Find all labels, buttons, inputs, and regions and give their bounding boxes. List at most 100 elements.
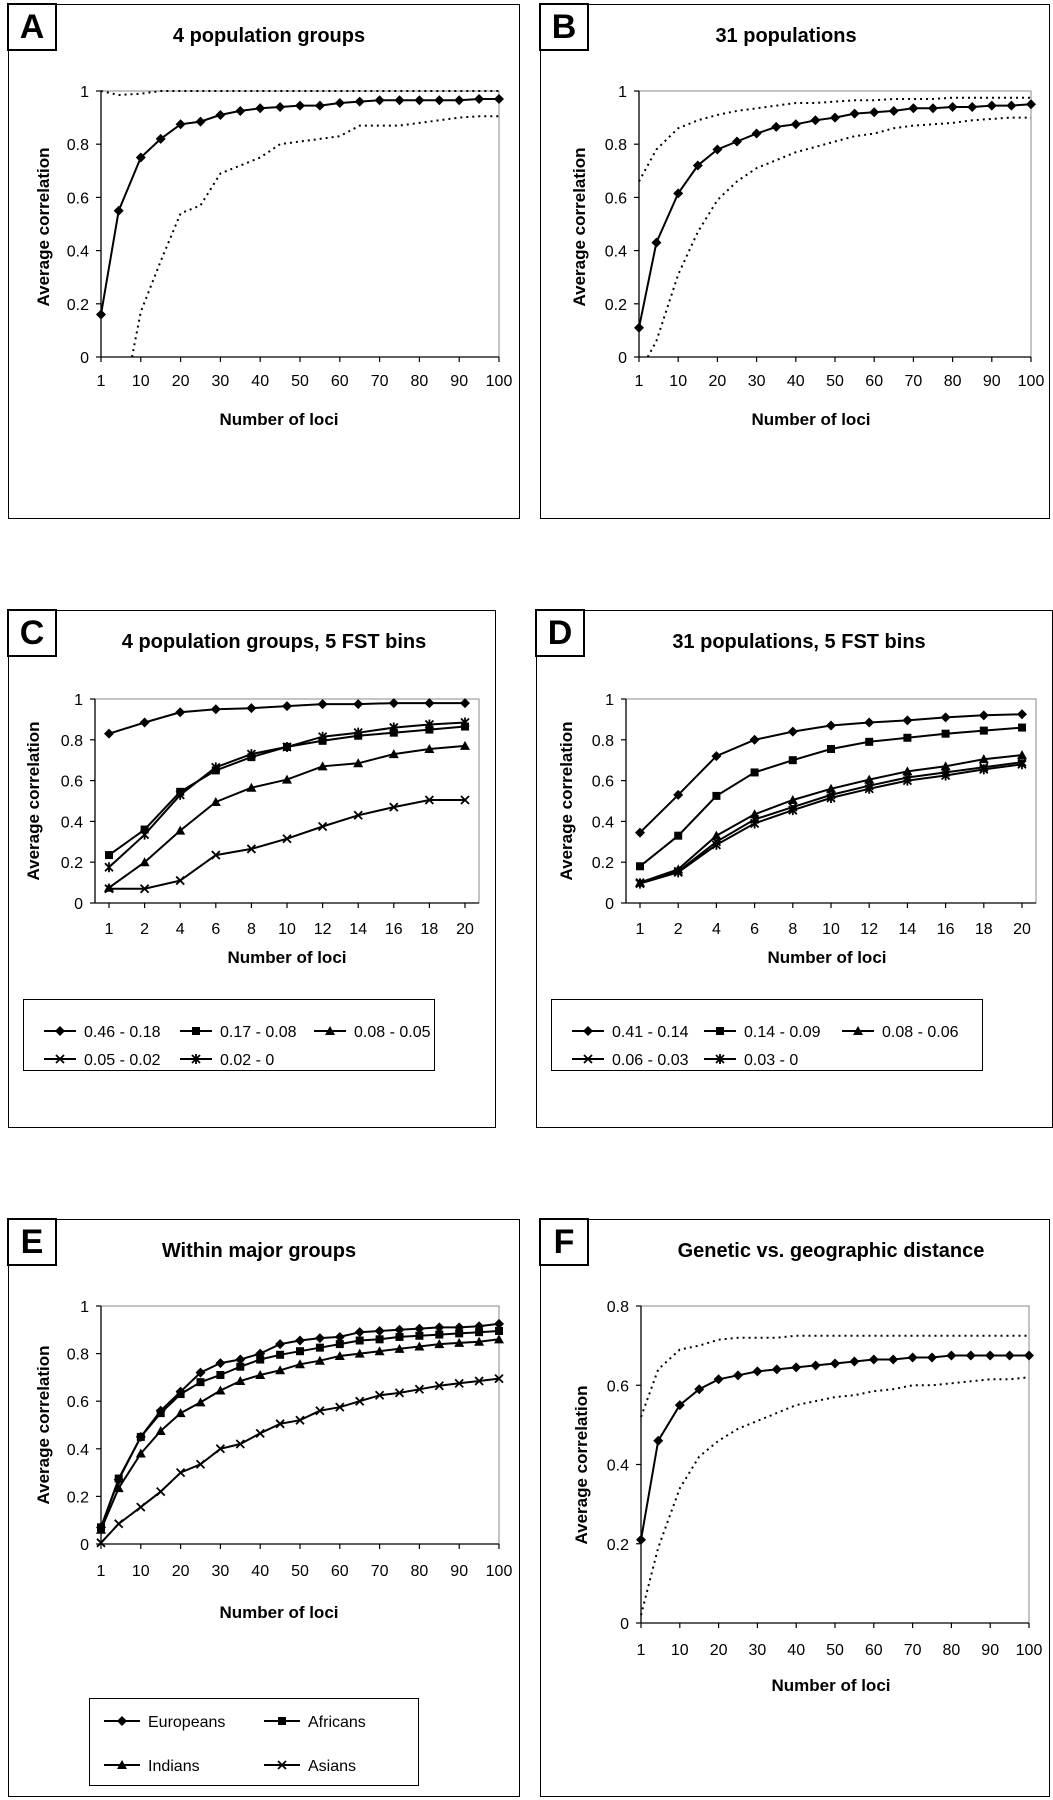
series-dotted	[640, 1376, 1030, 1616]
data-point	[175, 707, 186, 718]
legend-marker	[278, 1717, 286, 1725]
data-point	[674, 831, 683, 840]
data-point	[113, 1483, 124, 1493]
data-point	[139, 717, 150, 728]
data-point	[156, 1487, 166, 1497]
x-tick-label: 4	[712, 921, 721, 938]
x-tick-label: 18	[975, 921, 993, 938]
y-tick-label: 0.6	[592, 774, 614, 791]
data-point	[1018, 723, 1026, 732]
data-point	[415, 1331, 424, 1340]
chart-c: 00.20.40.60.811 2 4 6 8 10 12 14 16 18 204 populat…	[24, 631, 480, 967]
x-tick-label: 1	[635, 373, 644, 390]
data-point	[246, 782, 257, 792]
data-point	[114, 1474, 123, 1483]
data-point	[256, 1355, 265, 1364]
series-line	[640, 1354, 1029, 1540]
data-point	[434, 1381, 444, 1391]
y-tick-label: 0.4	[67, 244, 89, 261]
x-axis-label: Number of loci	[767, 948, 886, 967]
y-tick-label: 0	[74, 896, 83, 913]
data-point	[96, 309, 106, 320]
x-tick-label: 10	[671, 1642, 689, 1659]
data-point	[435, 1330, 444, 1339]
data-point	[335, 1340, 344, 1349]
x-tick-label: 90	[983, 373, 1001, 390]
data-point	[810, 115, 821, 126]
data-point	[826, 720, 836, 731]
data-point	[295, 1335, 305, 1346]
data-point	[454, 95, 465, 106]
data-point	[215, 1385, 226, 1395]
legend-label: 0.17 - 0.08	[220, 1024, 297, 1041]
panel-e: 0 0.2 0.4 0.6 0.8 1 1 10 20 30 40 50 60 70 80 90 100 With…	[7, 1218, 520, 1797]
plot-area	[638, 90, 1032, 358]
data-point	[732, 136, 742, 147]
panel-label-c: C	[7, 609, 57, 657]
legend-label: 0.03 - 0	[744, 1052, 798, 1069]
data-point	[711, 830, 722, 840]
legend-marker	[55, 1054, 65, 1064]
data-point	[211, 850, 221, 860]
data-point	[315, 1406, 325, 1416]
data-point	[211, 762, 221, 773]
data-point	[787, 726, 798, 737]
y-tick-label: 0.8	[607, 1299, 629, 1316]
data-point	[495, 1326, 503, 1335]
series-0.05 - 0.02	[104, 795, 470, 894]
data-point	[276, 1350, 285, 1359]
y-tick-label: 0.8	[592, 733, 614, 750]
chart-title: 4 population groups, 5 FST bins	[122, 631, 426, 653]
legend-marker	[55, 1026, 65, 1036]
legend-marker	[325, 1026, 335, 1035]
data-point	[236, 1362, 245, 1371]
data-point	[940, 761, 951, 771]
data-point	[139, 857, 150, 867]
panel-c: 0 0.2 0.4 0.6 0.8 1 1 2 4 6 8 10 12 14 16 18 20 4 populat…	[7, 609, 496, 1128]
y-tick-label: 0.4	[61, 814, 83, 831]
data-point	[826, 792, 836, 803]
data-point	[394, 1388, 405, 1398]
y-tick-label: 0.8	[61, 733, 83, 750]
data-point	[634, 322, 644, 333]
data-point	[978, 710, 989, 721]
data-point	[175, 825, 186, 835]
x-tick-label: 20	[1013, 921, 1031, 938]
y-axis-label: Average correlation	[570, 147, 589, 306]
x-tick-label: 70	[371, 373, 389, 390]
x-tick-label: 40	[251, 373, 269, 390]
data-point	[175, 875, 185, 886]
panel-b: 0 0.2 0.4 0.6 0.8 1 1 10 20 30 40 50 60 70 80 90 100 31 p…	[539, 3, 1050, 519]
data-point	[692, 160, 703, 171]
x-tick-label: 90	[981, 1642, 999, 1659]
data-point	[246, 844, 257, 854]
data-point	[1026, 99, 1036, 110]
data-point	[460, 795, 470, 805]
y-axis-label: Average correlation	[24, 721, 43, 880]
data-point	[354, 1348, 365, 1358]
data-point	[673, 867, 683, 878]
data-point	[902, 715, 913, 726]
legend-label: 0.46 - 0.18	[84, 1024, 161, 1041]
data-point	[903, 733, 912, 742]
data-point	[985, 1350, 996, 1361]
data-point	[196, 1378, 205, 1387]
data-point	[711, 751, 722, 762]
data-point	[315, 1343, 324, 1352]
legend-marker	[117, 1716, 127, 1726]
series-0.46 - 0.18	[104, 698, 470, 739]
data-point	[353, 758, 364, 768]
data-point	[136, 1432, 145, 1441]
y-tick-label: 0.2	[67, 297, 89, 314]
x-tick-label: 1	[636, 921, 645, 938]
x-tick-label: 6	[211, 921, 220, 938]
x-tick-label: 40	[787, 373, 805, 390]
data-point	[1017, 709, 1027, 720]
x-tick-label: 12	[314, 921, 332, 938]
data-point	[389, 802, 399, 812]
x-tick-label: 80	[943, 1642, 961, 1659]
legend-marker	[277, 1760, 287, 1770]
data-point	[195, 116, 206, 127]
legend-label: Asians	[308, 1758, 356, 1775]
